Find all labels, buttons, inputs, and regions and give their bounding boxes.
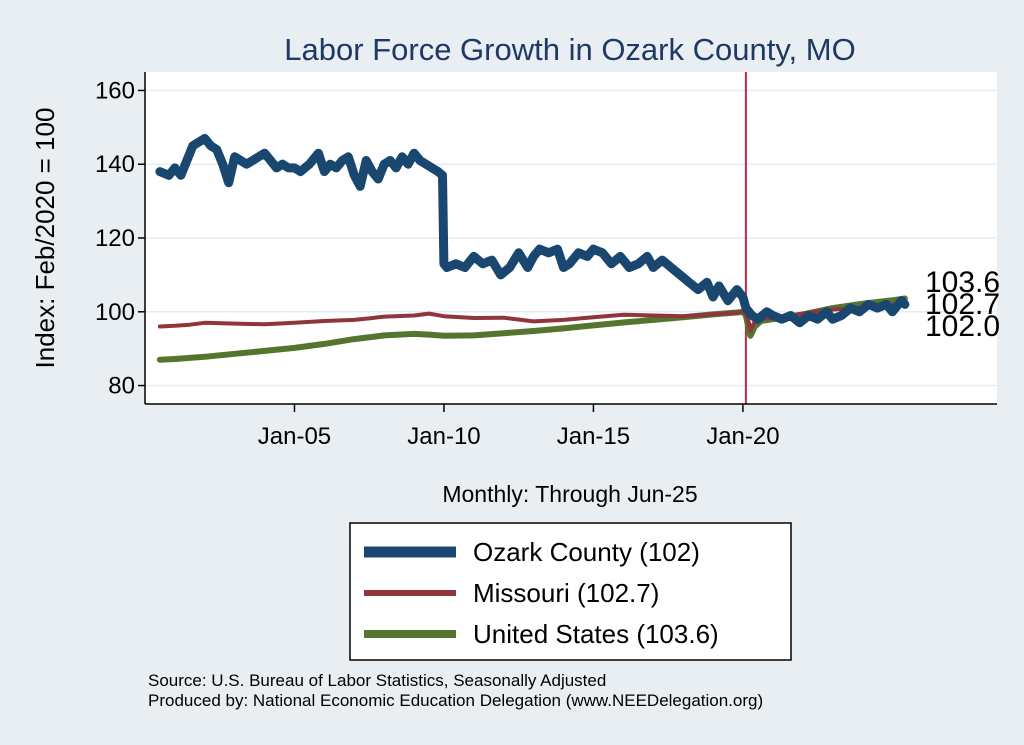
x-tick-label: Jan-20 [706,423,779,450]
y-axis-ticks: 80 100 120 140 160 [95,77,145,400]
source-line: Source: U.S. Bureau of Labor Statistics,… [148,671,607,690]
series-layer [155,133,910,363]
x-axis-label: Monthly: Through Jun-25 [442,481,697,507]
end-label: 103.6 [925,266,1000,299]
producer-line: Produced by: National Economic Education… [148,691,764,710]
legend: Ozark County (102) Missouri (102.7) United… [349,522,792,661]
x-tick-label: Jan-05 [258,423,331,450]
y-tick-label: 80 [108,373,135,400]
legend-label-0: Ozark County (102) [473,537,700,567]
legend-items: Ozark County (102) Missouri (102.7) United… [364,537,719,649]
source-note: Source: U.S. Bureau of Labor Statistics,… [148,671,763,711]
x-tick-label: Jan-15 [557,423,630,450]
end-label: 102.0 [925,310,1000,343]
x-tick-label: Jan-10 [407,423,480,450]
y-tick-label: 100 [95,299,135,326]
series-line-0 [155,133,910,328]
y-tick-label: 160 [95,77,135,104]
end-label: 102.7 [925,288,1000,321]
y-tick-label: 120 [95,225,135,252]
chart-title: Labor Force Growth in Ozark County, MO [284,32,855,67]
x-axis-ticks: Jan-05 Jan-10 Jan-15 Jan-20 [258,404,780,450]
y-tick-label: 140 [95,151,135,178]
legend-label-2: United States (103.6) [473,619,719,649]
y-axis-label: Index: Feb/2020 = 100 [30,108,60,369]
legend-label-1: Missouri (102.7) [473,578,659,608]
